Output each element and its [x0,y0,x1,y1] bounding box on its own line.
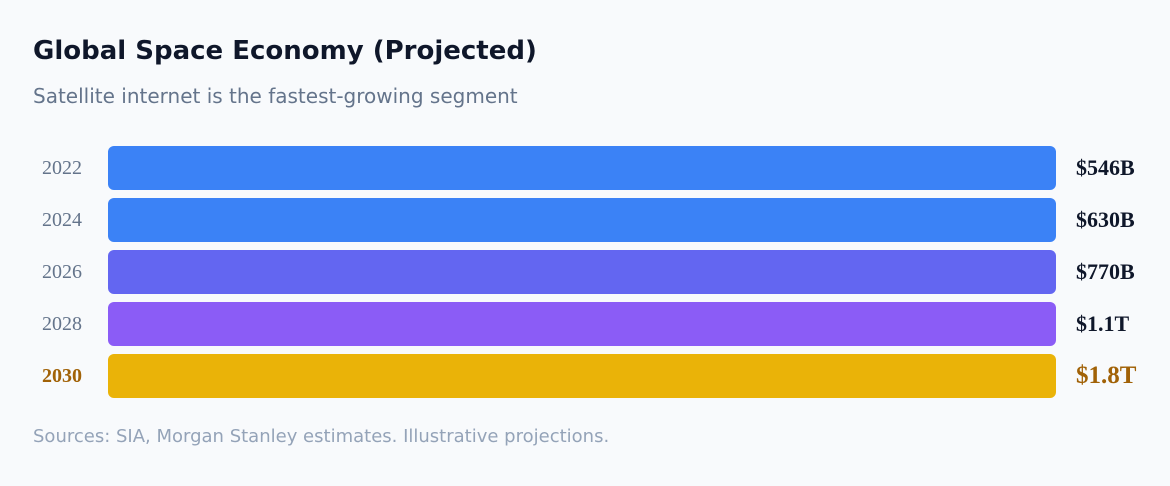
subtitle: Satellite internet is the fastest-growin… [33,84,518,108]
row: 2030 $1.8T [0,354,1170,398]
year-label: 2024 [42,209,82,231]
value-label: $1.1T [1076,311,1130,336]
row: 2026 $770B [0,250,1170,294]
bar [108,302,1056,346]
bar [108,146,1056,190]
year-label: 2026 [42,261,82,283]
value-label: $1.8T [1076,362,1137,389]
value-label: $630B [1076,207,1135,232]
value-label: $770B [1076,259,1135,284]
row: 2024 $630B [0,198,1170,242]
bar [108,250,1056,294]
value-label: $546B [1076,155,1135,180]
year-label: 2030 [42,365,82,387]
row: 2022 $546B [0,146,1170,190]
source-note: Sources: SIA, Morgan Stanley estimates. … [33,426,610,447]
year-label: 2028 [42,313,82,335]
year-label: 2022 [42,157,82,179]
bar [108,354,1056,398]
bar [108,198,1056,242]
title: Global Space Economy (Projected) [33,36,537,66]
row: 2028 $1.1T [0,302,1170,346]
